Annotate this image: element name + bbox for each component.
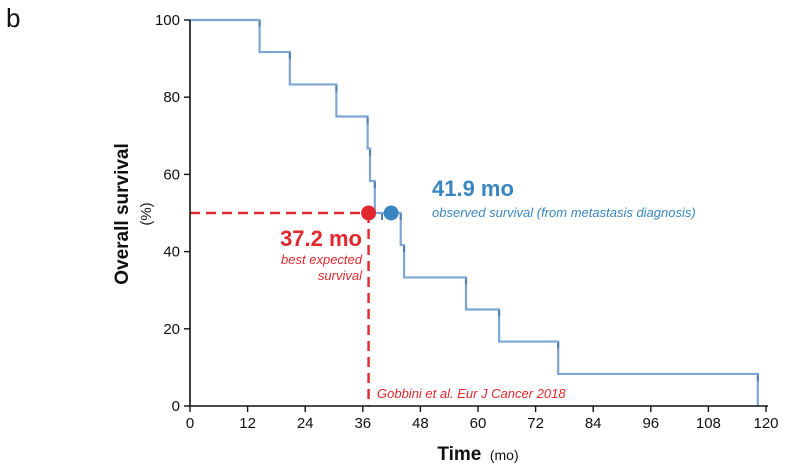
- source-citation: Gobbini et al. Eur J Cancer 2018: [377, 386, 566, 401]
- y-tick-label: 20: [163, 321, 180, 338]
- y-tick-label: 100: [155, 12, 180, 29]
- expected-survival-label-line1: best expected: [281, 252, 363, 267]
- expected-survival-label-line2: survival: [318, 268, 363, 283]
- x-tick-label: 0: [186, 415, 194, 432]
- y-axis-unit-group: (%): [138, 202, 155, 225]
- y-axis-title: Overall survival: [112, 143, 133, 285]
- y-tick-label: 0: [172, 398, 180, 415]
- x-tick-label: 84: [585, 415, 602, 432]
- km-step-line: [190, 18, 759, 406]
- observed-survival-point: [383, 205, 399, 221]
- observed-survival-value: 41.9 mo: [432, 176, 514, 201]
- y-tick-label: 60: [163, 166, 180, 183]
- x-tick-label: 108: [696, 415, 721, 432]
- y-ticks: 0 20 40 60 80 100: [155, 12, 190, 415]
- x-tick-label: 96: [642, 415, 659, 432]
- x-tick-label: 48: [412, 415, 429, 432]
- x-tick-label: 12: [239, 415, 256, 432]
- x-tick-label: 36: [354, 415, 371, 432]
- x-tick-label: 24: [297, 415, 314, 432]
- x-ticks: 0 12 24 36 48 60 72 84 96 108 120: [186, 406, 779, 432]
- panel-label: b: [6, 3, 20, 33]
- km-curve-layer: [190, 18, 759, 406]
- y-tick-label: 80: [163, 89, 180, 106]
- y-axis-label: Overall survival: [112, 143, 133, 285]
- x-tick-label: 120: [753, 415, 778, 432]
- y-tick-label: 40: [163, 244, 180, 261]
- y-axis-unit: (%): [138, 202, 155, 225]
- reference-lines-layer: [190, 211, 370, 406]
- x-tick-label: 72: [527, 415, 544, 432]
- expected-survival-point: [361, 205, 377, 221]
- x-axis-label: Time: [437, 444, 481, 465]
- x-tick-label: 60: [470, 415, 487, 432]
- observed-survival-label: observed survival (from metastasis diagn…: [432, 205, 696, 220]
- expected-survival-value: 37.2 mo: [280, 226, 362, 251]
- x-axis-title: Time (mo): [437, 444, 518, 465]
- x-axis-unit: (mo): [490, 447, 519, 463]
